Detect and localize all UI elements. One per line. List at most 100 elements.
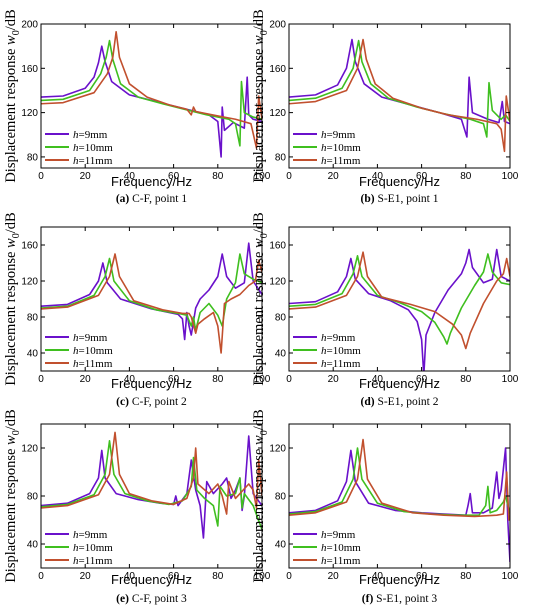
legend-label: h=11mm bbox=[73, 555, 113, 567]
series-line-1 bbox=[41, 440, 262, 530]
x-tick-label: 40 bbox=[372, 171, 384, 182]
y-axis-label: Displacement response w0/dB bbox=[3, 409, 22, 582]
x-tick-label: 100 bbox=[502, 171, 519, 182]
x-tick-label: 0 bbox=[38, 374, 44, 385]
y-tick-label: 80 bbox=[27, 492, 39, 503]
x-tick-label: 60 bbox=[168, 374, 180, 385]
y-tick-label: 80 bbox=[275, 313, 287, 324]
x-axis-label: Frequency/Hz bbox=[111, 376, 192, 391]
legend-label: h=9mm bbox=[73, 332, 108, 344]
y-tick-label: 160 bbox=[269, 241, 286, 252]
legend-label-text: =10mm bbox=[327, 345, 362, 357]
y-tick-label: 40 bbox=[27, 349, 39, 360]
legend-label-text: =11mm bbox=[327, 155, 361, 167]
x-tick-label: 80 bbox=[460, 374, 472, 385]
x-tick-label: 20 bbox=[328, 374, 340, 385]
series-line-1 bbox=[41, 253, 262, 332]
chart-panel-1: 0 20 40 60 80 100 80 120 160 200 Frequency/Hz Displ… bbox=[251, 9, 519, 205]
legend-label-var: h bbox=[321, 155, 327, 167]
series-line-0 bbox=[289, 248, 510, 371]
legend-label: h=9mm bbox=[321, 129, 356, 141]
series-line-0 bbox=[289, 38, 510, 138]
series-line-1 bbox=[289, 447, 510, 516]
y-tick-label: 120 bbox=[269, 108, 286, 119]
x-tick-label: 80 bbox=[212, 171, 224, 182]
legend-label-text: =11mm bbox=[79, 155, 113, 167]
x-axis-label: Frequency/Hz bbox=[111, 572, 192, 587]
y-tick-label: 80 bbox=[275, 152, 287, 163]
x-tick-label: 20 bbox=[328, 571, 340, 582]
x-tick-label: 80 bbox=[460, 571, 472, 582]
x-tick-label: 40 bbox=[124, 374, 136, 385]
x-axis-label: Frequency/Hz bbox=[111, 174, 192, 189]
series-line-2 bbox=[289, 438, 510, 521]
x-tick-label: 100 bbox=[254, 374, 271, 385]
x-tick-label: 80 bbox=[212, 571, 224, 582]
legend-label: h=11mm bbox=[73, 155, 113, 167]
panel-caption-text: C-F, point 1 bbox=[129, 193, 187, 205]
legend-label: h=9mm bbox=[73, 129, 108, 141]
legend-label-var: h bbox=[321, 129, 327, 141]
x-tick-label: 0 bbox=[286, 171, 292, 182]
series-line-1 bbox=[289, 253, 510, 345]
y-axis-label-var: w bbox=[3, 435, 19, 445]
plot-frame bbox=[40, 23, 263, 169]
legend-label: h=10mm bbox=[73, 542, 113, 554]
legend-label-text: =9mm bbox=[79, 129, 108, 141]
legend-label: h=11mm bbox=[73, 358, 113, 370]
y-axis-label-var: w bbox=[3, 238, 19, 248]
series-line-2 bbox=[289, 251, 510, 350]
legend-label-var: h bbox=[73, 142, 79, 154]
series-line-2 bbox=[41, 30, 262, 149]
chart-panel-0: 0 20 40 60 80 100 80 120 160 200 Frequency/Hz Displ… bbox=[3, 9, 271, 205]
legend-label-var: h bbox=[321, 542, 327, 554]
y-axis-label-sub: 0 bbox=[259, 233, 270, 238]
legend-label: h=10mm bbox=[321, 142, 361, 154]
y-tick-label: 80 bbox=[27, 152, 39, 163]
y-tick-label: 120 bbox=[269, 444, 286, 455]
series-line-2 bbox=[289, 38, 510, 153]
legend-label-text: =10mm bbox=[79, 345, 114, 357]
x-tick-label: 40 bbox=[372, 374, 384, 385]
y-axis-label-text: Displacement response bbox=[3, 445, 19, 583]
legend-label-text: =10mm bbox=[79, 542, 114, 554]
legend-label: h=11mm bbox=[321, 555, 361, 567]
legend-label-var: h bbox=[321, 332, 327, 344]
y-axis-label-sub: 0 bbox=[11, 430, 22, 435]
legend-label-var: h bbox=[73, 129, 79, 141]
x-tick-label: 60 bbox=[168, 171, 180, 182]
chart-panel-2: 0 20 40 60 80 100 40 80 120 160 Frequency/Hz Displa… bbox=[3, 212, 271, 408]
panel-caption: (a) C-F, point 1 bbox=[116, 193, 188, 205]
panel-caption: (b) S-E1, point 1 bbox=[361, 193, 439, 205]
x-tick-label: 60 bbox=[416, 571, 428, 582]
legend-label-var: h bbox=[73, 332, 79, 344]
legend-label: h=10mm bbox=[73, 345, 113, 357]
series-line-0 bbox=[289, 447, 510, 563]
x-tick-label: 20 bbox=[80, 571, 92, 582]
legend-label-text: =10mm bbox=[327, 142, 362, 154]
panel-caption-text: C-F, point 3 bbox=[129, 593, 187, 605]
y-axis-label: Displacement response w0/dB bbox=[3, 212, 22, 385]
legend-label: h=10mm bbox=[73, 142, 113, 154]
legend-label-var: h bbox=[321, 142, 327, 154]
legend-label-text: =9mm bbox=[327, 129, 356, 141]
y-tick-label: 160 bbox=[269, 64, 286, 75]
legend-label: h=9mm bbox=[321, 332, 356, 344]
legend-label-text: =11mm bbox=[327, 555, 361, 567]
y-axis-label-unit: /dB bbox=[251, 212, 267, 233]
series-line-2 bbox=[41, 253, 262, 354]
y-tick-label: 160 bbox=[21, 241, 38, 252]
y-axis-label-unit: /dB bbox=[251, 9, 267, 30]
x-tick-label: 0 bbox=[38, 171, 44, 182]
series-line-0 bbox=[41, 242, 262, 341]
y-tick-label: 40 bbox=[275, 540, 287, 551]
x-tick-label: 60 bbox=[416, 171, 428, 182]
legend-label-text: =10mm bbox=[327, 542, 362, 554]
legend-label-text: =9mm bbox=[327, 529, 356, 541]
x-tick-label: 100 bbox=[502, 571, 519, 582]
y-axis-label: Displacement response w0/dB bbox=[251, 409, 270, 582]
y-axis-label-var: w bbox=[251, 238, 267, 248]
y-axis-label-unit: /dB bbox=[3, 409, 19, 430]
x-tick-label: 40 bbox=[124, 571, 136, 582]
series-line-1 bbox=[289, 39, 510, 138]
